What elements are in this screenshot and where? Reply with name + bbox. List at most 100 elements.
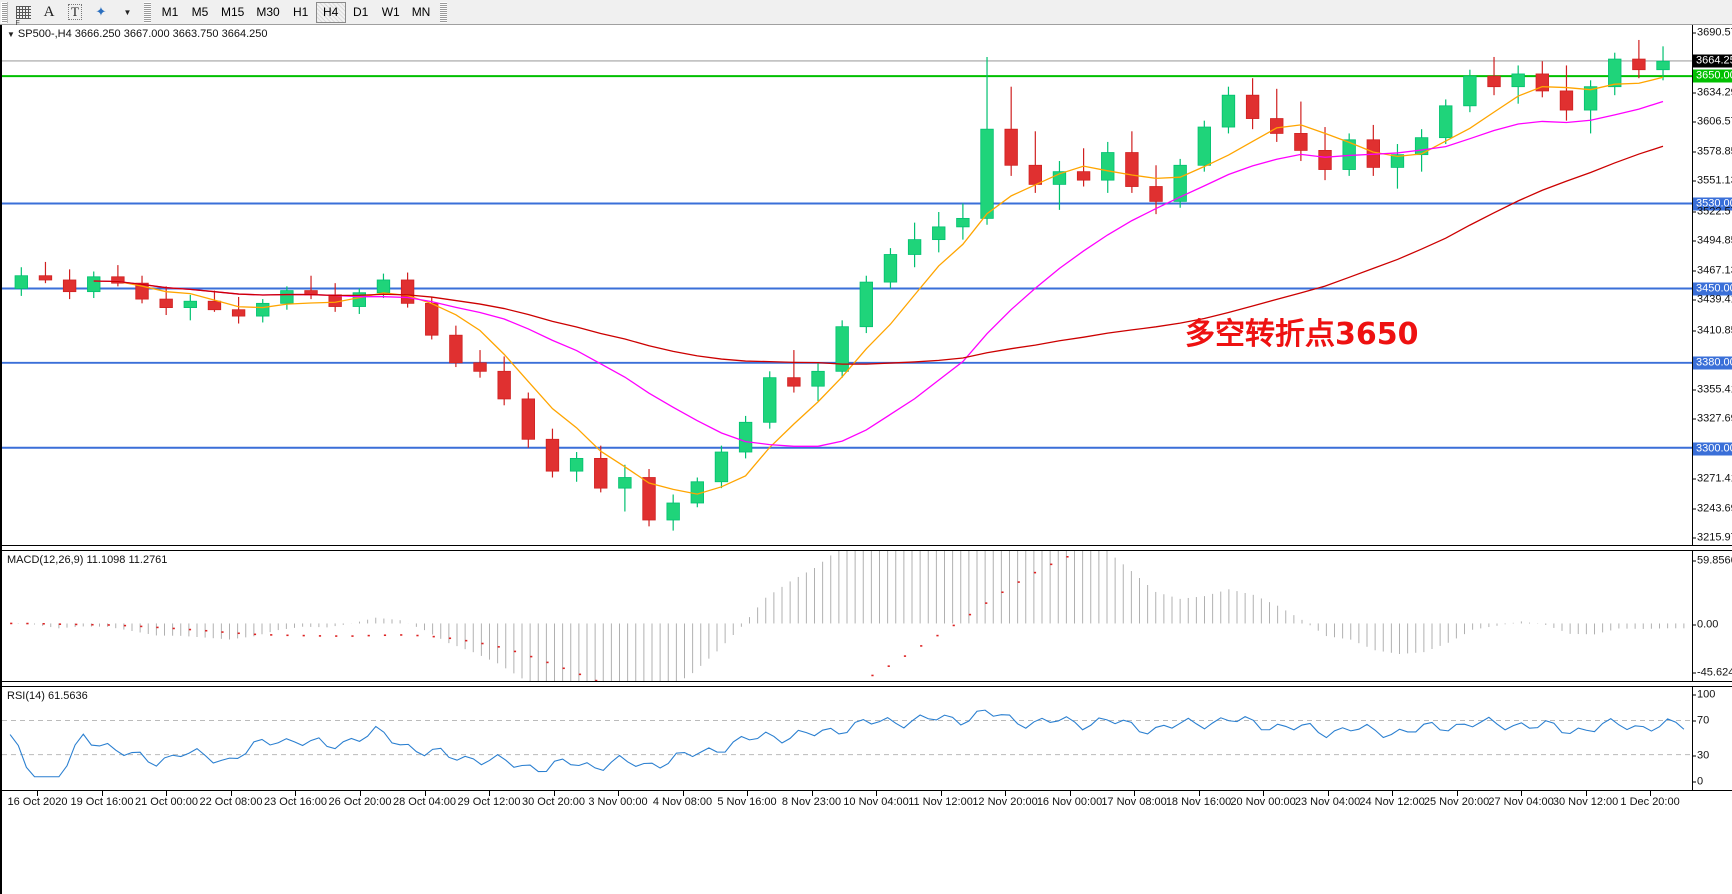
timeframe-mn[interactable]: MN	[411, 5, 431, 19]
price-axis-label: 3551.130	[1697, 174, 1732, 187]
toolbar: A T ✦ ▼ M1 M5 M15 M30 H1 H4 D1 W1 MN	[0, 0, 1732, 27]
time-axis-tick	[1005, 791, 1007, 796]
symbol-collapse-icon[interactable]: ▼	[7, 30, 15, 39]
candle-body	[714, 451, 729, 483]
time-axis-label: 3 Nov 00:00	[588, 796, 648, 808]
price-axis-highlight-3650-000: 3650.000	[1693, 69, 1732, 83]
macd-plot[interactable]: MACD(12,26,9) 11.1098 11.2761	[2, 551, 1692, 681]
time-axis-label: 23 Oct 16:00	[263, 796, 327, 808]
candle-body	[159, 298, 173, 308]
candle-body	[400, 279, 415, 304]
candle-body	[545, 438, 560, 472]
time-axis-tick	[1585, 791, 1587, 796]
price-axis-highlight-3530-000: 3530.000	[1693, 197, 1732, 211]
timeframe-h4[interactable]: H4	[315, 1, 346, 23]
toolbar-grip-objects[interactable]	[1, 1, 8, 23]
price-plot[interactable]: ▼ SP500-,H4 3666.250 3667.000 3663.750 36…	[2, 25, 1692, 545]
candle-body	[1294, 133, 1308, 151]
candle-body	[932, 226, 946, 241]
symbol-ohlc-text: SP500-,H4 3666.250 3667.000 3663.750 366…	[17, 28, 268, 40]
timeframe-m15[interactable]: M15	[221, 5, 245, 19]
candle-body	[256, 302, 270, 317]
rsi-axis-label: 30	[1697, 749, 1710, 762]
timeframe-m1[interactable]: M1	[161, 5, 179, 19]
rsi-series-layer	[2, 709, 1692, 778]
time-axis-label: 27 Nov 04:00	[1488, 796, 1554, 808]
price-axis-tick	[1693, 478, 1696, 480]
rsi-line	[9, 709, 1685, 778]
candle-body	[763, 377, 777, 423]
time-axis-label: 19 Oct 16:00	[70, 796, 134, 808]
price-axis-tick	[1693, 389, 1696, 391]
crosshair-grid-icon[interactable]	[11, 2, 35, 27]
candle-body	[1463, 75, 1477, 107]
price-axis-label: 3467.130	[1697, 264, 1732, 277]
candle-body	[666, 502, 680, 521]
rsi-axis[interactable]: 100 70 30 0	[1692, 687, 1732, 790]
macd-pane[interactable]: MACD(12,26,9) 11.1098 11.2761 59.8566 0.0…	[2, 550, 1732, 682]
price-axis-tick	[1693, 180, 1696, 182]
time-axis-label: 18 Nov 16:00	[1165, 796, 1232, 808]
macd-axis-label: 59.8566	[1697, 554, 1732, 567]
price-axis-label: 3243.690	[1697, 502, 1732, 514]
time-axis-tick	[230, 791, 232, 796]
price-axis[interactable]: 3690.570 3664.2503650.000 3634.290 3606.570…	[1692, 25, 1732, 545]
text-object-icon[interactable]: T	[63, 2, 87, 23]
candle-body	[231, 309, 246, 317]
time-axis-label: 28 Oct 04:00	[393, 796, 456, 808]
chart-area[interactable]: ▼ SP500-,H4 3666.250 3667.000 3663.750 36…	[0, 25, 1732, 894]
candle-body	[618, 477, 632, 489]
macd-axis[interactable]: 59.8566 0.00 -45.6249	[1692, 551, 1732, 681]
macd-axis-tick	[1693, 560, 1696, 562]
candle-body	[328, 294, 342, 307]
timeframe-m5[interactable]: M5	[191, 5, 209, 19]
candle-body	[1076, 171, 1091, 181]
time-axis-tick	[1456, 791, 1458, 796]
toolbar-grip-end[interactable]	[440, 1, 448, 23]
chart-annotation: 多空转折点3650	[1185, 317, 1419, 353]
candle-body	[642, 477, 656, 521]
price-axis-label: 3522.570	[1697, 205, 1732, 218]
candle-body	[1101, 152, 1115, 181]
candle-body	[521, 398, 535, 440]
price-axis-label: 3439.410	[1697, 293, 1732, 306]
time-axis[interactable]: 16 Oct 2020 19 Oct 16:00 21 Oct 00:00 22 Oc…	[2, 791, 1732, 894]
price-axis-highlight-3664-250: 3664.250	[1693, 54, 1732, 68]
time-axis-label: 10 Nov 04:00	[843, 796, 909, 808]
macd-axis-tick	[1693, 672, 1696, 674]
candle-body	[1270, 118, 1284, 134]
candle-body	[1583, 86, 1598, 111]
price-axis-tick	[1693, 240, 1696, 242]
text-label-icon[interactable]: A	[43, 3, 55, 20]
time-axis-label: 21 Oct 00:00	[134, 796, 198, 808]
price-pane[interactable]: ▼ SP500-,H4 3666.250 3667.000 3663.750 36…	[2, 25, 1732, 546]
rsi-axis-tick	[1693, 781, 1696, 783]
timeframe-d1[interactable]: D1	[353, 5, 369, 19]
time-axis-tick	[1521, 791, 1523, 796]
rsi-plot[interactable]: RSI(14) 61.5636	[2, 687, 1692, 790]
candle-body	[497, 370, 511, 400]
time-axis-label: 30 Oct 20:00	[522, 796, 585, 808]
candle-body	[1028, 164, 1042, 185]
objects-dropdown-icon[interactable]: ▼	[123, 7, 132, 17]
toolbar-grip-timeframes[interactable]	[144, 1, 151, 23]
time-axis-label: 5 Nov 16:00	[717, 796, 777, 808]
rsi-axis-label: 0	[1697, 775, 1704, 788]
macd-signal-line	[10, 555, 1069, 681]
timeframe-w1[interactable]: W1	[381, 5, 400, 19]
time-axis-label: 16 Oct 2020	[7, 796, 68, 808]
rsi-pane[interactable]: RSI(14) 61.5636 100 70 30 0	[2, 686, 1732, 791]
objects-icon[interactable]: ✦	[95, 4, 107, 19]
timeframe-m30[interactable]: M30	[256, 5, 280, 19]
candle-body	[1390, 154, 1405, 168]
price-axis-highlight-3380-000: 3380.000	[1693, 356, 1732, 370]
timeframe-h1[interactable]: H1	[293, 5, 309, 19]
time-axis-tick	[101, 791, 103, 796]
time-axis-tick	[1327, 791, 1329, 796]
macd-axis-label: -45.6249	[1697, 666, 1732, 679]
candle-body	[956, 217, 970, 228]
candle-body	[883, 254, 898, 283]
candle-body	[1004, 128, 1018, 166]
candle-body	[1487, 75, 1501, 88]
time-axis-label: 22 Oct 08:00	[199, 796, 263, 808]
